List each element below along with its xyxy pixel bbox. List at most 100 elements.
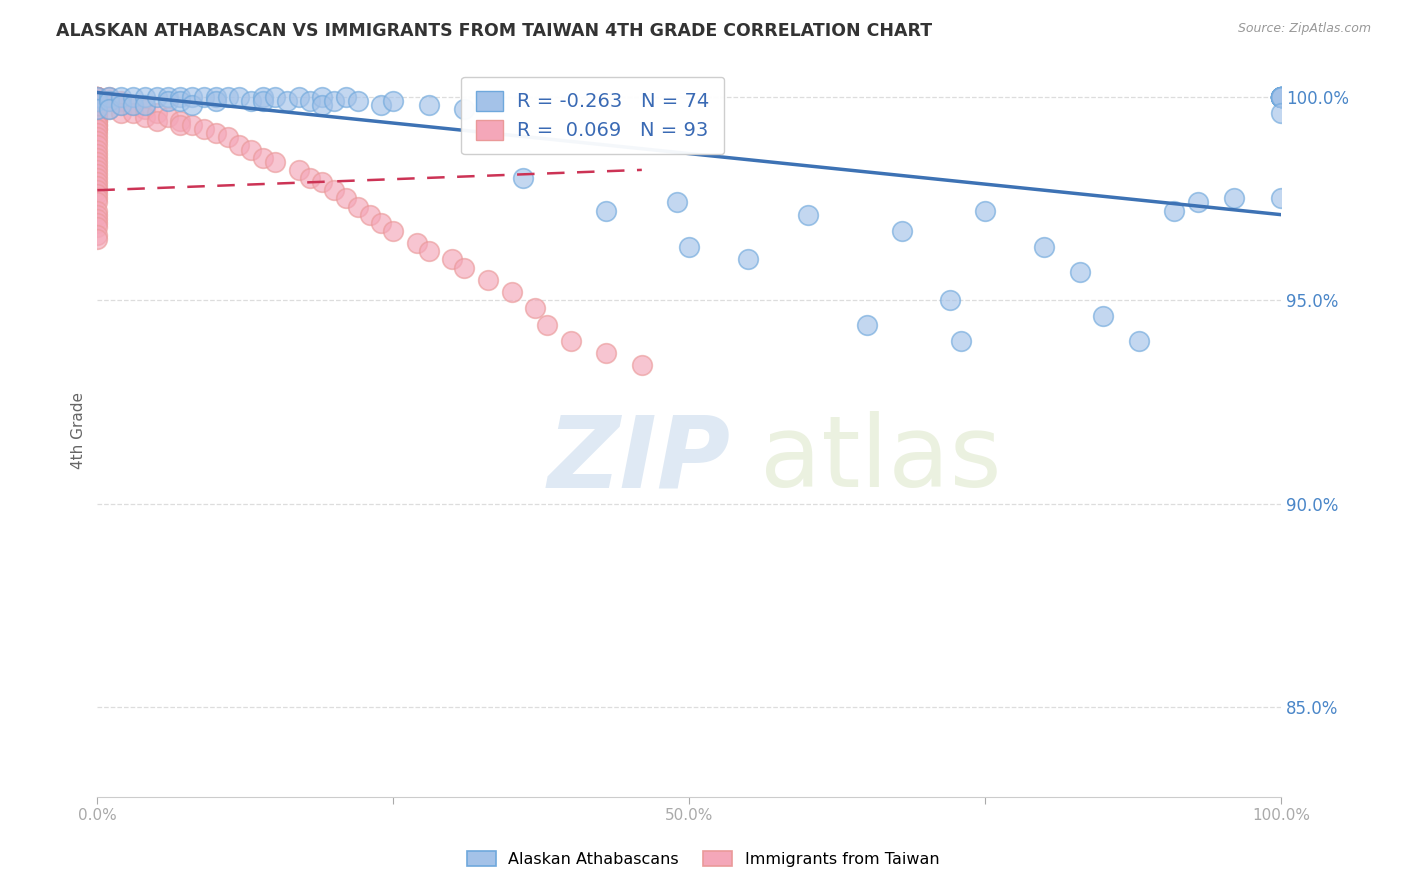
Point: [240, 94, 263, 108]
Point: [204, 89, 226, 103]
Point: [86, 110, 108, 124]
Point: [169, 94, 191, 108]
Text: Source: ZipAtlas.com: Source: ZipAtlas.com: [1237, 22, 1371, 36]
Point: [86, 89, 108, 103]
Point: [359, 208, 381, 222]
Point: [169, 114, 191, 128]
Point: [524, 301, 547, 316]
Point: [121, 106, 143, 120]
Point: [382, 94, 405, 108]
Point: [311, 89, 333, 103]
Point: [382, 224, 405, 238]
Point: [86, 203, 108, 218]
Point: [86, 102, 108, 116]
Point: [134, 97, 156, 112]
Point: [1270, 89, 1292, 103]
Point: [86, 89, 108, 103]
Point: [86, 89, 108, 103]
Point: [86, 97, 108, 112]
Point: [1069, 265, 1091, 279]
Point: [311, 175, 333, 189]
Text: ZIP: ZIP: [547, 411, 730, 508]
Point: [595, 346, 617, 360]
Point: [1270, 89, 1292, 103]
Point: [121, 97, 143, 112]
Point: [86, 102, 108, 116]
Point: [453, 260, 475, 275]
Point: [666, 195, 689, 210]
Point: [98, 89, 121, 103]
Point: [287, 162, 309, 177]
Point: [169, 89, 191, 103]
Point: [86, 179, 108, 194]
Point: [86, 102, 108, 116]
Point: [855, 318, 877, 332]
Point: [86, 159, 108, 173]
Point: [86, 183, 108, 197]
Point: [406, 236, 429, 251]
Point: [86, 94, 108, 108]
Point: [370, 216, 392, 230]
Y-axis label: 4th Grade: 4th Grade: [72, 392, 86, 469]
Point: [228, 138, 250, 153]
Point: [335, 191, 357, 205]
Point: [110, 94, 132, 108]
Point: [1270, 191, 1292, 205]
Point: [1270, 89, 1292, 103]
Point: [1270, 89, 1292, 103]
Point: [145, 106, 167, 120]
Point: [974, 203, 997, 218]
Point: [86, 89, 108, 103]
Point: [630, 358, 652, 372]
Point: [157, 110, 180, 124]
Point: [86, 175, 108, 189]
Point: [1270, 89, 1292, 103]
Point: [204, 94, 226, 108]
Point: [346, 94, 368, 108]
Point: [1270, 89, 1292, 103]
Point: [335, 89, 357, 103]
Point: [86, 118, 108, 132]
Point: [287, 89, 309, 103]
Point: [536, 318, 558, 332]
Point: [252, 151, 274, 165]
Point: [86, 126, 108, 140]
Point: [1270, 89, 1292, 103]
Point: [1222, 191, 1244, 205]
Point: [86, 191, 108, 205]
Point: [299, 94, 322, 108]
Point: [86, 208, 108, 222]
Point: [121, 89, 143, 103]
Point: [228, 89, 250, 103]
Point: [86, 94, 108, 108]
Point: [737, 252, 759, 267]
Point: [86, 232, 108, 246]
Point: [86, 114, 108, 128]
Point: [1033, 240, 1056, 254]
Point: [1270, 89, 1292, 103]
Point: [86, 106, 108, 120]
Point: [1270, 89, 1292, 103]
Point: [86, 102, 108, 116]
Point: [98, 89, 121, 103]
Point: [560, 334, 582, 348]
Point: [86, 146, 108, 161]
Point: [86, 94, 108, 108]
Point: [193, 89, 215, 103]
Point: [86, 187, 108, 202]
Point: [110, 89, 132, 103]
Point: [134, 110, 156, 124]
Point: [193, 122, 215, 136]
Point: [796, 208, 818, 222]
Point: [477, 273, 499, 287]
Point: [217, 89, 239, 103]
Point: [86, 227, 108, 242]
Point: [86, 97, 108, 112]
Point: [453, 102, 475, 116]
Point: [98, 94, 121, 108]
Point: [145, 114, 167, 128]
Point: [1270, 89, 1292, 103]
Point: [134, 102, 156, 116]
Point: [110, 106, 132, 120]
Point: [512, 171, 534, 186]
